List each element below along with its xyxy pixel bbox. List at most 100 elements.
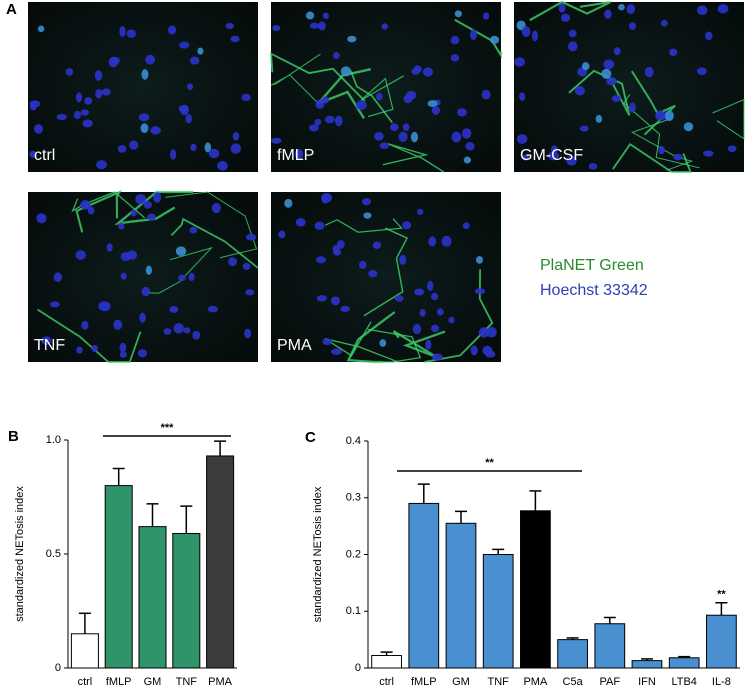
nucleus [644, 66, 654, 78]
net-fiber [114, 190, 194, 225]
nucleus [669, 48, 678, 57]
net-fiber [165, 191, 258, 259]
nucleus [232, 131, 240, 141]
x-tick-label: GM [452, 676, 470, 688]
nucleus [664, 110, 674, 122]
net-fiber [170, 217, 259, 269]
nucleus [204, 142, 212, 153]
nucleus [567, 41, 578, 52]
nucleus [322, 12, 329, 20]
nucleus [242, 262, 251, 270]
nucleus [454, 10, 462, 18]
nucleus [696, 67, 707, 76]
nucleus [516, 134, 528, 144]
nucleus [581, 62, 590, 71]
nucleus [727, 145, 737, 153]
nucleus [425, 339, 432, 351]
x-tick-label: PMA [523, 676, 548, 688]
nucleus [469, 29, 478, 41]
nucleus [225, 22, 234, 29]
nucleus [340, 66, 352, 77]
nucleus [145, 54, 156, 65]
nucleus [463, 156, 472, 164]
net-fiber [37, 308, 142, 363]
x-tick-label: TNF [488, 676, 510, 688]
image-label: PMA [277, 337, 312, 354]
nucleus [705, 31, 713, 41]
x-tick-label: TNF [176, 676, 198, 688]
nucleus [531, 30, 539, 42]
nucleus [185, 113, 192, 124]
net-fiber [75, 189, 123, 233]
nucleus [717, 4, 729, 14]
nucleus [558, 3, 566, 13]
nucleus [284, 198, 293, 208]
nucleus [683, 122, 694, 132]
nucleus [272, 25, 281, 32]
nucleus [119, 342, 127, 353]
nucleus [81, 320, 89, 330]
nucleus [96, 160, 108, 170]
nucleus [314, 221, 325, 230]
nucleus [368, 270, 378, 278]
micrograph [28, 2, 258, 172]
nucleus [295, 217, 306, 227]
nucleus [141, 69, 149, 80]
net-fiber [623, 94, 700, 169]
x-tick-label: LTB4 [671, 676, 696, 688]
nucleus [390, 123, 399, 132]
nucleus [402, 221, 412, 230]
nucleus [321, 195, 328, 204]
nucleus [613, 47, 621, 56]
nucleus [113, 319, 123, 331]
nucleus [363, 212, 372, 219]
y-tick-label: 0 [55, 662, 61, 674]
nucleus [309, 22, 320, 29]
net-fiber [454, 18, 503, 60]
nucleus [271, 137, 282, 144]
nucleus [230, 143, 242, 154]
nucleus [75, 250, 86, 260]
nucleus [37, 25, 45, 33]
nucleus [230, 35, 240, 43]
nucleus [324, 115, 335, 124]
nucleus [207, 305, 219, 313]
nucleus [137, 349, 148, 358]
nucleus [95, 88, 103, 99]
image-label: GM-CSF [520, 147, 583, 164]
nucleus [192, 330, 201, 340]
nucleus [147, 213, 156, 221]
y-tick-label: 0.5 [46, 548, 61, 560]
nucleus [402, 123, 410, 132]
net-fiber [324, 321, 399, 363]
nucleus [318, 21, 326, 31]
bar [482, 554, 514, 669]
nucleus [36, 213, 47, 224]
x-tick-label: ctrl [78, 676, 93, 688]
nucleus [372, 241, 382, 249]
nucleus [140, 123, 149, 134]
nucleus [108, 56, 119, 68]
nucleus [522, 154, 530, 161]
nucleus [309, 124, 319, 132]
x-tick-label: ctrl [379, 676, 394, 688]
nucleus [514, 57, 526, 67]
nucleus [241, 93, 251, 102]
nucleus [441, 235, 452, 247]
nucleus [588, 163, 598, 170]
net-fiber [324, 218, 403, 233]
nucleus [519, 92, 526, 101]
nucleus [379, 142, 390, 150]
nucleus [560, 13, 571, 22]
nucleus [416, 208, 424, 215]
y-axis-label: standardized NETosis index [14, 486, 26, 622]
nucleus [120, 251, 132, 262]
bar [706, 614, 737, 669]
bar-annotation: ** [717, 589, 726, 601]
net-fiber [346, 311, 396, 364]
nucleus [412, 323, 422, 335]
nucleus [579, 125, 589, 132]
nucleus [208, 148, 220, 159]
nucleus [188, 272, 195, 282]
